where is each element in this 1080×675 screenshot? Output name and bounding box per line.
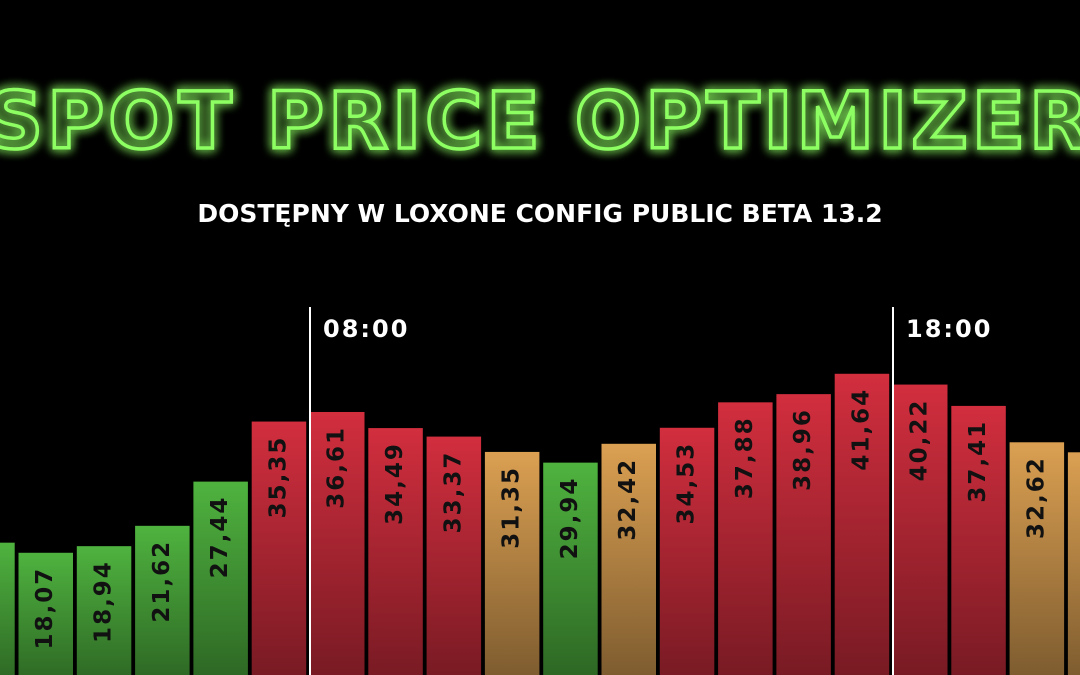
bar xyxy=(834,373,890,675)
bar xyxy=(718,402,773,675)
bar xyxy=(135,525,190,675)
bar xyxy=(659,427,715,675)
bar xyxy=(18,552,73,675)
bar xyxy=(426,436,482,675)
bar xyxy=(1067,452,1080,675)
bar xyxy=(193,481,248,675)
time-marker-label: 08:00 xyxy=(323,315,409,343)
value-label: 21,62 xyxy=(149,540,175,623)
bar xyxy=(484,451,540,675)
bar xyxy=(951,405,1006,675)
bar xyxy=(893,384,948,675)
chart-subtitle: DOSTĘPNY W LOXONE CONFIG PUBLIC BETA 13.… xyxy=(197,199,882,228)
value-label: 34,53 xyxy=(674,442,700,525)
bar xyxy=(0,542,15,675)
value-label: 32,42 xyxy=(615,458,641,541)
bar xyxy=(368,428,423,675)
value-label: 27,44 xyxy=(207,496,233,579)
bar xyxy=(601,443,656,675)
value-label: 36,61 xyxy=(324,426,350,509)
value-label: 37,41 xyxy=(965,420,991,503)
time-marker-label: 18:00 xyxy=(906,315,992,343)
value-label: 31,35 xyxy=(499,466,525,549)
bar xyxy=(1009,442,1065,675)
bar xyxy=(251,421,307,675)
value-label: 32,62 xyxy=(1023,456,1049,539)
bar xyxy=(543,462,598,675)
value-label: 34,49 xyxy=(382,442,408,525)
value-label: 40,22 xyxy=(907,399,933,482)
bar xyxy=(76,546,132,675)
value-label: 29,94 xyxy=(557,477,583,560)
chart-title: SPOT PRICE OPTIMIZER xyxy=(0,77,1080,167)
bar xyxy=(776,394,831,675)
bars: 18,07 18,94 21,62 27,44 35,35 36,61 34,49 33,37… xyxy=(0,373,1080,675)
value-label: 37,88 xyxy=(732,416,758,499)
value-label: 18,94 xyxy=(91,560,117,643)
value-label: 33,37 xyxy=(440,451,466,534)
value-label: 18,07 xyxy=(32,567,58,650)
bar xyxy=(310,411,365,675)
value-label: 41,64 xyxy=(848,388,874,471)
value-label: 35,35 xyxy=(265,436,291,519)
value-label: 38,96 xyxy=(790,408,816,491)
